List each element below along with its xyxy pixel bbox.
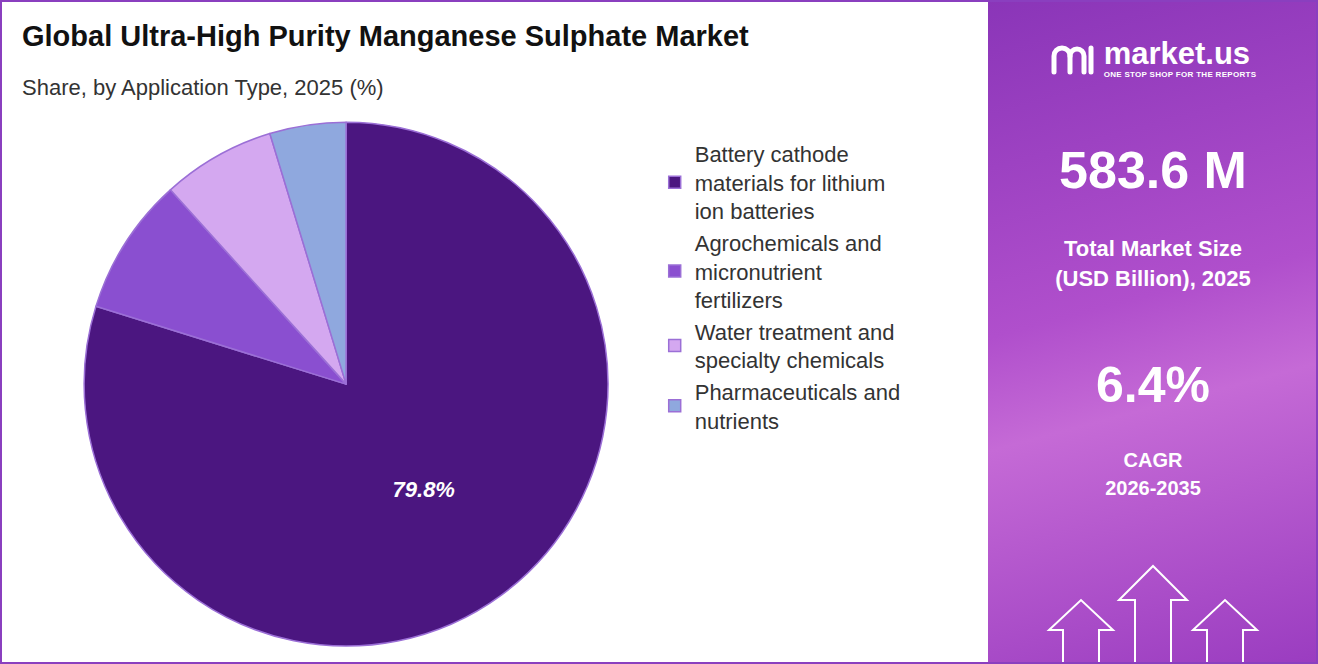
svg-text:Share, by Application Type, 20: Share, by Application Type, 2025 (%) bbox=[22, 75, 384, 100]
html-text:CAGR: CAGR bbox=[1123, 449, 1183, 471]
html-text:Total Market Size: Total Market Size bbox=[1064, 236, 1242, 261]
html-text:583.6 M: 583.6 M bbox=[1059, 141, 1247, 199]
svg-text:Global Ultra-High Purity Manga: Global Ultra-High Purity Manganese Sulph… bbox=[22, 20, 749, 52]
html-text:(USD Billion), 2025: (USD Billion), 2025 bbox=[1055, 266, 1251, 291]
html-text:market.us: market.us bbox=[1103, 36, 1251, 71]
svg-text:Water treatment andspecialty c: Water treatment andspecialty chemicals bbox=[695, 320, 895, 374]
svg-text:Agrochemicals andmicronutrient: Agrochemicals andmicronutrientfertilizer… bbox=[695, 231, 882, 313]
svg-text:Pharmaceuticals andnutrients: Pharmaceuticals andnutrients bbox=[695, 380, 900, 434]
svg-text:Battery cathodematerials for l: Battery cathodematerials for lithiumion … bbox=[695, 142, 886, 224]
svg-text:79.8%: 79.8% bbox=[393, 477, 455, 502]
html-text:6.4%: 6.4% bbox=[1096, 357, 1210, 413]
html-text:2026-2035: 2026-2035 bbox=[1105, 477, 1201, 499]
html-text:ONE STOP SHOP FOR THE REPORTS: ONE STOP SHOP FOR THE REPORTS bbox=[1103, 70, 1257, 79]
